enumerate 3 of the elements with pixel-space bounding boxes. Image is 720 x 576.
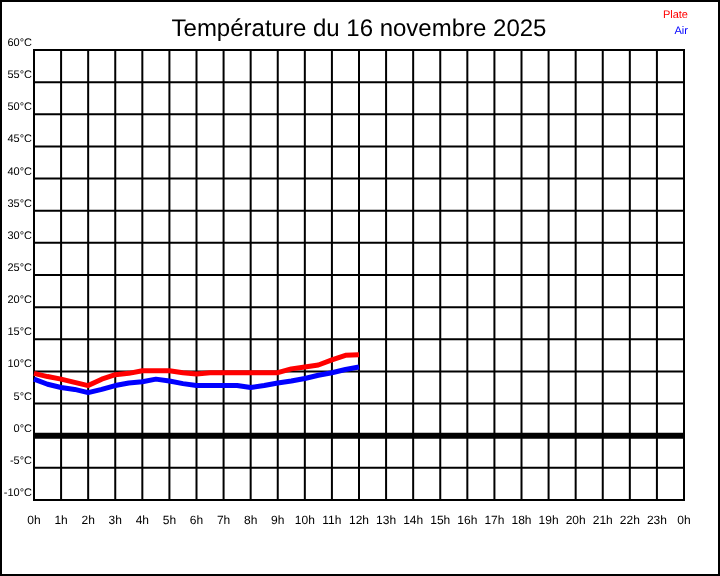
line-series xyxy=(31,364,362,396)
line-series xyxy=(31,352,362,389)
chart-title: Température du 16 novembre 2025 xyxy=(171,14,548,42)
